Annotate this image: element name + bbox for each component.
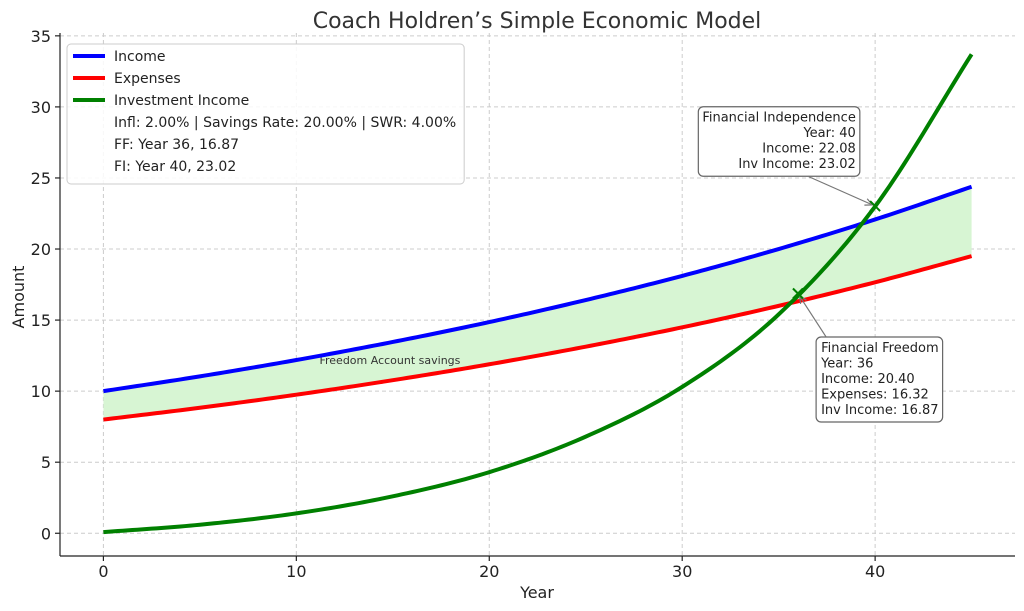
event-marker [792,287,804,300]
series-line-expenses [103,254,973,422]
annotation-arrowhead [864,198,874,206]
x-tick-label: 20 [479,562,499,581]
x-tick-label: 0 [98,562,108,581]
series-line-income [103,184,973,394]
legend-note: FF: Year 36, 16.87 [114,137,239,153]
x-tick-label: 10 [286,562,306,581]
annotation-line: Financial Independence [702,111,856,126]
legend: Income Expenses Investment Income Infl: 2.0… [66,43,465,185]
y-axis-label: Amount [9,266,28,329]
series-layer [103,53,974,535]
annotation-box [815,336,944,423]
legend-entry: Income [114,49,166,65]
x-axis-label: Year [519,583,554,602]
chart-title: Coach Holdren’s Simple Economic Model [313,9,762,34]
event-marker [869,200,881,212]
annotation-line: Year: 40 [802,126,855,141]
y-tick-label: 10 [31,382,51,401]
y-tick-label: 20 [31,240,51,259]
annotation-line: Inv Income: 23.02 [738,157,855,172]
annotation-line: Inv Income: 16.87 [821,403,938,418]
fill-region-label: Freedom Account savings [319,354,460,367]
y-tick-label: 15 [31,311,51,330]
axis-layer: 0 10 20 30 40 0 5 10 15 20 25 30 35 [31,27,1015,581]
x-tick-label: 30 [672,562,692,581]
annotation-line: Year: 36 [820,356,873,371]
y-tick-label: 30 [31,98,51,117]
y-tick-label: 5 [41,453,51,472]
x-tick-label: 40 [865,562,885,581]
annotation-box [697,106,861,177]
series-line-investment-income [103,53,974,535]
legend-entry: Investment Income [114,93,249,109]
freedom-savings-fill [103,186,972,420]
legend-note: FI: Year 40, 23.02 [114,159,236,175]
y-tick-label: 35 [31,27,51,46]
legend-note: Infl: 2.00% | Savings Rate: 20.00% | SWR… [114,115,456,131]
legend-box [66,43,465,185]
annotation-arrow [799,295,827,338]
y-tick-label: 0 [41,524,51,543]
y-tick-label: 25 [31,169,51,188]
annotation-line: Income: 22.08 [762,142,856,157]
annotation-arrow [807,175,873,206]
annotation-line: Financial Freedom [821,341,939,356]
annotation-line: Expenses: 16.32 [821,387,929,402]
savings-fill-layer: Freedom Account savings [103,186,972,420]
annotation-line: Income: 20.40 [821,372,915,387]
legend-entry: Expenses [114,71,181,87]
